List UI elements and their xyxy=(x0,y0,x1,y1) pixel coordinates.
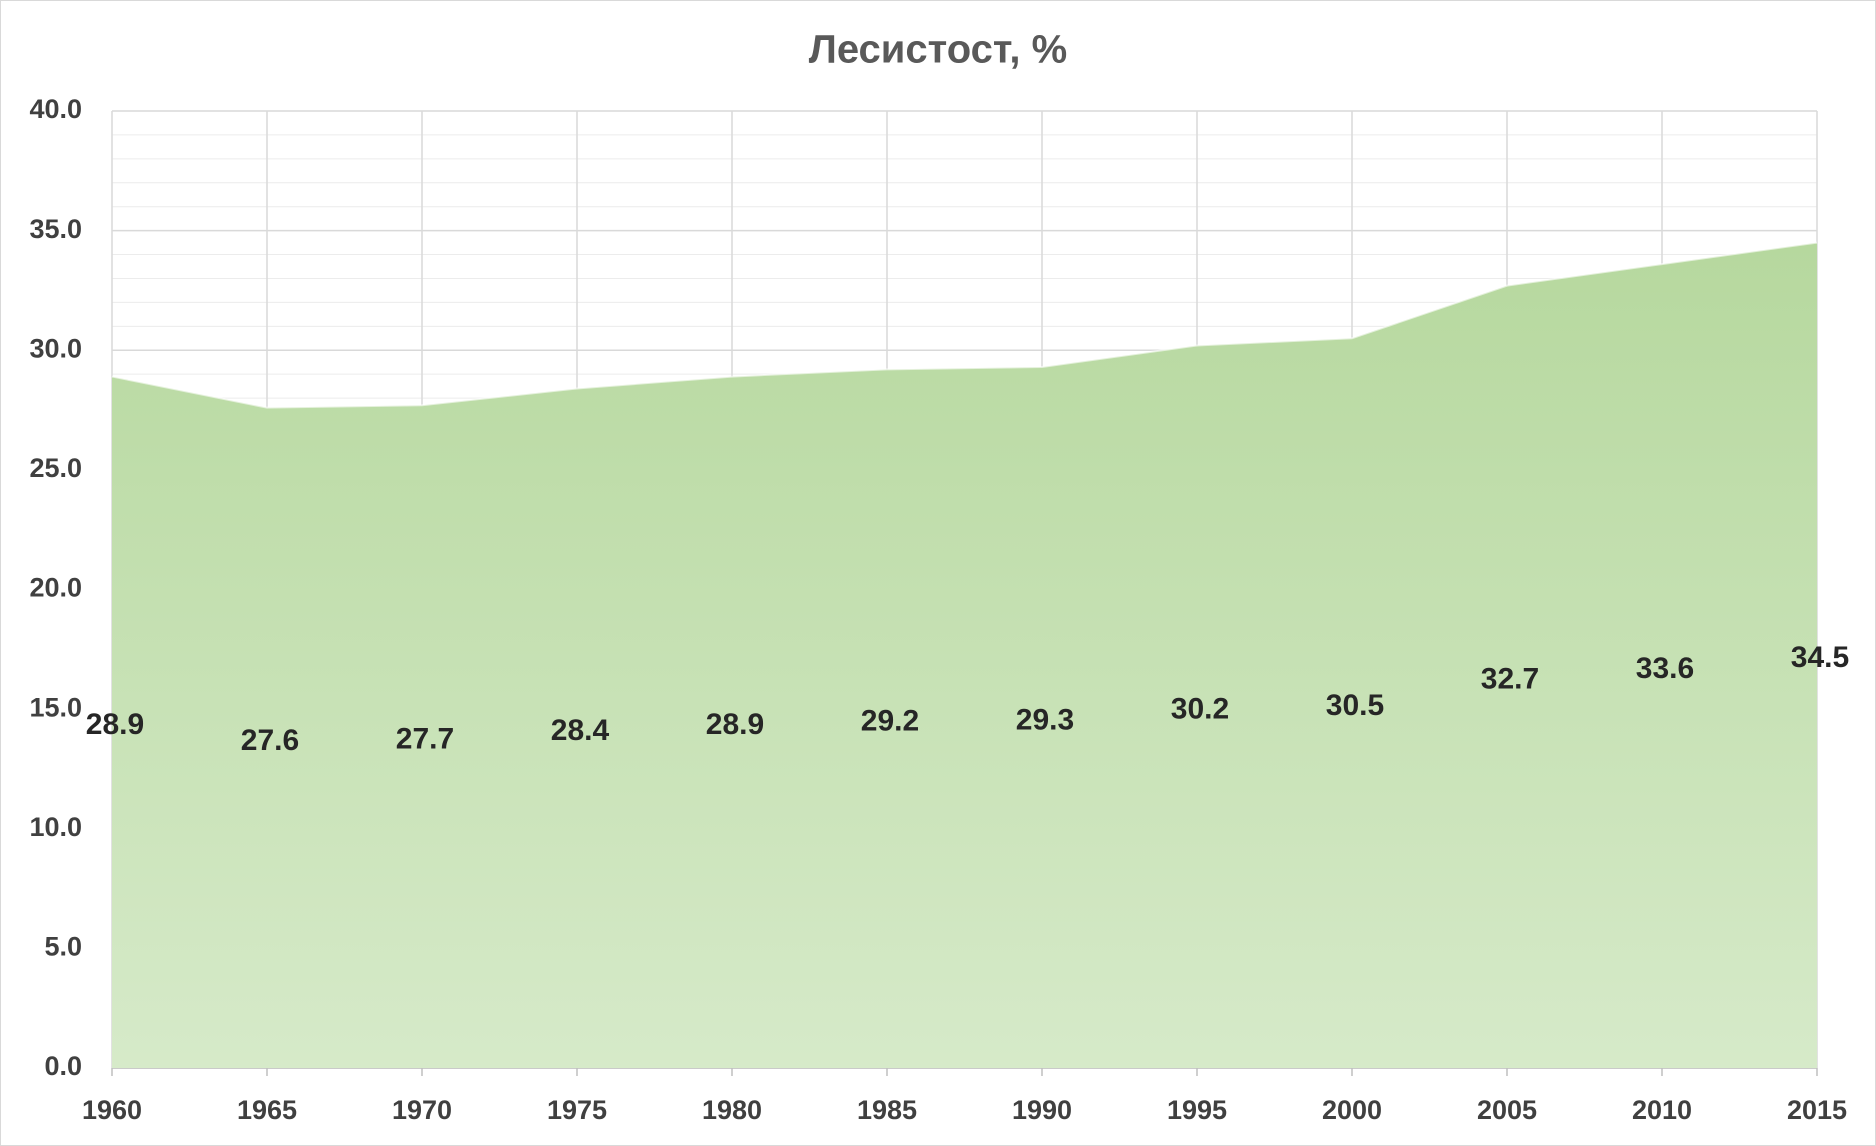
y-tick-label: 5.0 xyxy=(44,932,82,962)
y-tick-label: 15.0 xyxy=(29,692,82,722)
x-tick-label: 1965 xyxy=(237,1095,297,1125)
data-label: 34.5 xyxy=(1791,641,1849,674)
data-label: 27.6 xyxy=(241,724,299,757)
x-tick-label: 2015 xyxy=(1787,1095,1847,1125)
chart-title: Лесистост, % xyxy=(809,28,1067,72)
x-tick-label: 1990 xyxy=(1012,1095,1072,1125)
y-tick-label: 30.0 xyxy=(29,333,82,363)
x-tick-label: 1970 xyxy=(392,1095,452,1125)
y-tick-label: 10.0 xyxy=(29,812,82,842)
area-line xyxy=(111,241,1818,409)
data-label: 33.6 xyxy=(1636,652,1694,685)
data-label: 27.7 xyxy=(396,723,454,756)
y-tick-label: 0.0 xyxy=(44,1051,82,1081)
area-fill xyxy=(112,242,1817,1068)
data-label: 29.2 xyxy=(861,705,919,738)
x-tick-label: 2000 xyxy=(1322,1095,1382,1125)
data-label: 28.9 xyxy=(86,708,144,741)
x-tick-label: 1985 xyxy=(857,1095,917,1125)
y-tick-label: 35.0 xyxy=(29,214,82,244)
data-label: 32.7 xyxy=(1481,663,1539,696)
x-tick-label: 2010 xyxy=(1632,1095,1692,1125)
x-tick-label: 1995 xyxy=(1167,1095,1227,1125)
x-tick-label: 2005 xyxy=(1477,1095,1537,1125)
data-label: 29.3 xyxy=(1016,703,1074,736)
y-tick-label: 25.0 xyxy=(29,453,82,483)
data-label: 30.5 xyxy=(1326,689,1384,722)
data-label: 30.2 xyxy=(1171,693,1229,726)
data-label: 28.9 xyxy=(706,708,764,741)
x-tick-label: 1975 xyxy=(547,1095,607,1125)
y-tick-label: 20.0 xyxy=(29,573,82,603)
y-tick-label: 40.0 xyxy=(29,94,82,124)
data-label: 28.4 xyxy=(551,714,610,747)
x-tick-label: 1960 xyxy=(82,1095,142,1125)
x-tick-label: 1980 xyxy=(702,1095,762,1125)
